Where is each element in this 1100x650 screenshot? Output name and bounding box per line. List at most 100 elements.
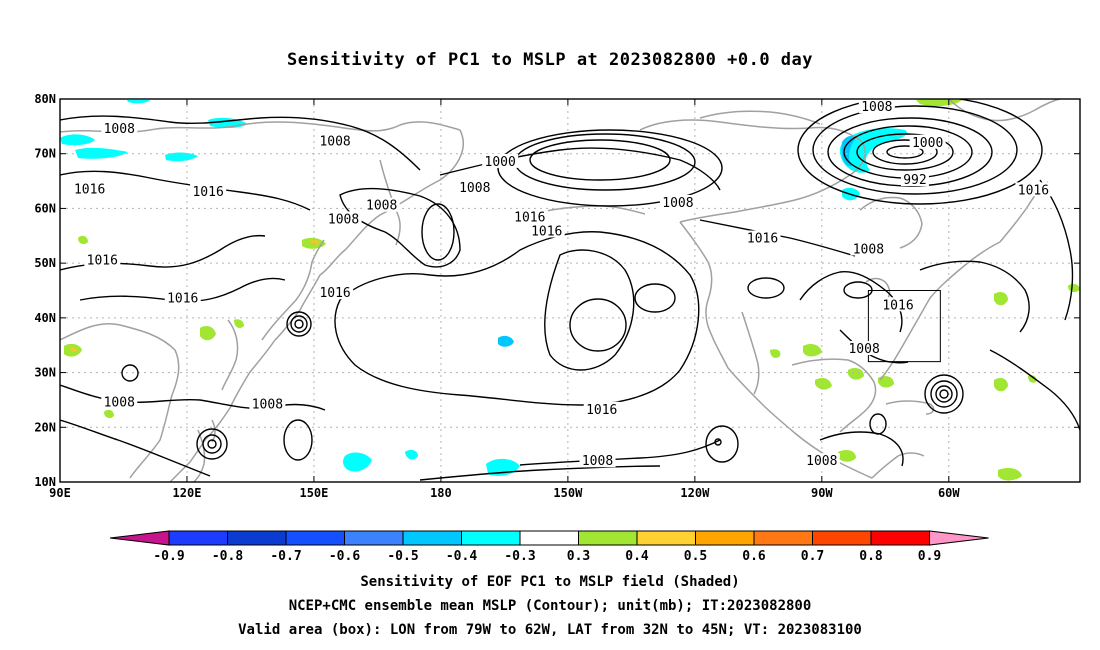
contour-1016-atlantic xyxy=(1039,179,1074,321)
lon-label: 150E xyxy=(299,486,328,500)
contour-label-bg xyxy=(659,194,696,209)
contour-label-bg xyxy=(363,197,400,212)
contour-label: 1016 xyxy=(1018,183,1049,198)
coast-aleutians xyxy=(539,205,646,215)
colorbar-segment xyxy=(402,530,462,546)
coast-mexico xyxy=(727,367,873,479)
contour-low-japan-1 xyxy=(294,319,304,329)
colorbar-segment xyxy=(578,530,638,546)
coast-japan xyxy=(261,239,325,341)
caption-line-1: Sensitivity of EOF PC1 to MSLP field (Sh… xyxy=(360,574,740,590)
contour-label-bg xyxy=(579,453,616,468)
coast-us-east xyxy=(879,241,1001,381)
colorbar-label: 0.6 xyxy=(742,549,766,564)
contour-label-bg xyxy=(249,396,286,411)
contour-label-bg xyxy=(850,241,887,256)
lat-label: 50N xyxy=(34,256,56,270)
lon-label: 150W xyxy=(553,486,583,500)
contour-label-bg xyxy=(84,252,121,267)
colorbar-segment xyxy=(461,530,521,546)
contour-label-bg xyxy=(846,341,883,356)
shade-patch-green-16 xyxy=(1068,283,1080,293)
contour-label: 1008 xyxy=(366,199,397,214)
contour-label: 1016 xyxy=(167,292,198,307)
lat-label: 20N xyxy=(34,420,56,434)
contour-label: 1016 xyxy=(747,232,778,247)
contour-label-bg xyxy=(511,209,548,224)
contour-1012-asia xyxy=(60,419,211,477)
colorbar-segment xyxy=(695,530,755,546)
contour-low-japan-3 xyxy=(286,311,312,337)
contour-1016-atlantic-south xyxy=(989,349,1080,431)
colorbar-label: -0.6 xyxy=(329,549,360,564)
lon-label: 60W xyxy=(938,486,960,500)
sensitivity-shading xyxy=(60,99,1080,481)
contour-low-philippine-3 xyxy=(196,428,228,460)
shade-patch-green-12 xyxy=(998,468,1022,481)
contour-label-bg xyxy=(164,290,201,305)
lat-label: 30N xyxy=(34,366,56,380)
contour-label-bg xyxy=(909,134,946,149)
shade-patch-green-18 xyxy=(1028,375,1037,383)
shade-patch-green-6 xyxy=(770,349,781,358)
coast-kamchatka xyxy=(379,159,401,246)
contour-label-bg xyxy=(803,453,840,468)
contour-label-bg xyxy=(317,285,354,300)
colorbar-label: 0.7 xyxy=(801,549,824,564)
contour-label-bg xyxy=(744,230,781,245)
contour-low-atlantic-3 xyxy=(930,380,958,408)
colorbar-label: 0.4 xyxy=(625,549,649,564)
contour-1008-bering xyxy=(497,129,723,207)
colorbar-segment xyxy=(519,530,579,546)
shade-patch-green-11 xyxy=(994,378,1008,392)
contour-label: 1016 xyxy=(74,182,105,197)
lat-label: 10N xyxy=(34,475,56,489)
contour-label: 1008 xyxy=(582,454,613,469)
contour-cell-sc-sea xyxy=(121,364,139,382)
lon-label: 90E xyxy=(49,486,71,500)
axis-labels: 90E 120E 150E 180 150W 120W 90W 60W 80N 70N 60N 50N… xyxy=(34,92,960,500)
contour-1016-east-asia xyxy=(79,277,286,302)
colorbar: -0.9 -0.8 -0.7 -0.6 -0.5 -0.4 -0.3 0.3 0.4 0.5 0.6… xyxy=(109,530,989,564)
shade-patch-green-8 xyxy=(848,368,864,380)
shade-patch-arctic-4 xyxy=(165,152,198,162)
contour-cell-caribbean-a xyxy=(869,413,887,435)
contour-low-atlantic-2 xyxy=(935,385,953,403)
contour-label: 1016 xyxy=(531,224,562,239)
contour-label-bg xyxy=(900,171,929,186)
colorbar-label: -0.7 xyxy=(270,549,301,564)
colorbar-label: 0.3 xyxy=(567,549,590,564)
contour-1012-alaska xyxy=(797,99,1043,205)
lon-label: 120E xyxy=(173,486,202,500)
shade-patch-green-7 xyxy=(815,378,832,390)
contour-1004-okhotsk xyxy=(421,203,455,261)
contour-label-bg xyxy=(101,121,138,136)
contour-label: 1008 xyxy=(848,342,879,357)
contour-1016-gulf-alaska xyxy=(699,219,856,257)
lat-label: 80N xyxy=(34,92,56,106)
contour-label: 1000 xyxy=(485,155,516,170)
shade-patch-green-13 xyxy=(838,450,856,462)
axis-ticks xyxy=(59,98,1080,483)
colorbar-segment xyxy=(870,530,930,546)
coast-hudson-bay xyxy=(859,196,923,249)
contour-1000-bering xyxy=(529,139,671,181)
shade-patch-green-10 xyxy=(994,292,1008,306)
shade-patch-yellow-2 xyxy=(70,347,77,352)
contour-label-bg xyxy=(190,184,227,199)
shade-patch-tropics-1 xyxy=(343,452,372,472)
shade-patch-arctic-1 xyxy=(60,134,95,146)
contour-label-bg xyxy=(317,133,354,148)
shade-patch-green-4 xyxy=(234,319,244,328)
contour-label-bg xyxy=(456,180,493,195)
contour-low-epac-2 xyxy=(705,425,739,463)
valid-area-box xyxy=(867,290,941,363)
contour-label-bg xyxy=(858,99,895,114)
coast-central-america xyxy=(871,452,925,479)
lon-label: 120W xyxy=(680,486,710,500)
contour-label: 1008 xyxy=(806,454,837,469)
colorbar-segment xyxy=(227,530,287,546)
contour-1024-pacific xyxy=(569,298,627,352)
contour-label-bg xyxy=(71,181,108,196)
